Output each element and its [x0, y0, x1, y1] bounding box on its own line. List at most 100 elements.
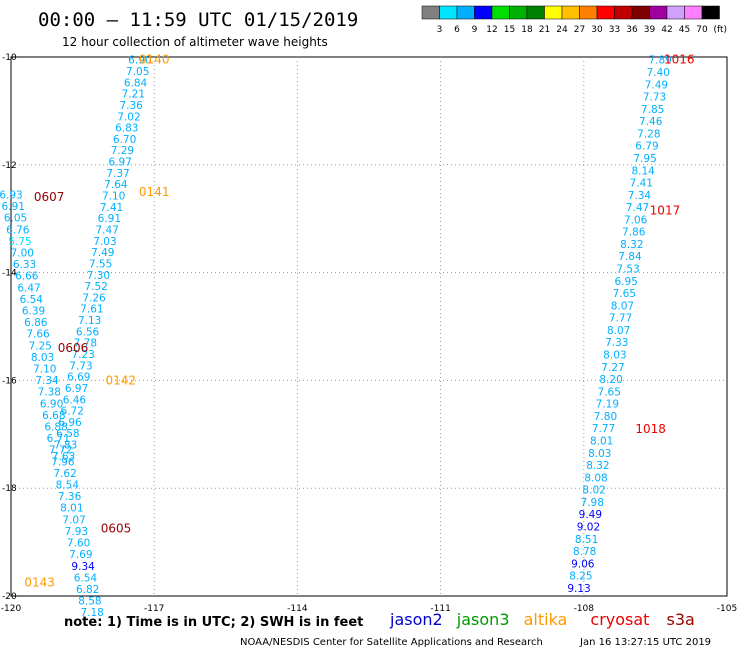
swh-value-label: 7.80 — [594, 411, 617, 423]
x-tick-label: -108 — [574, 604, 595, 614]
swh-value-label: 6.82 — [76, 584, 99, 596]
footer-note: note: 1) Time is in UTC; 2) SWH is in fe… — [64, 615, 363, 630]
swh-value-label: 9.49 — [579, 509, 602, 521]
swh-value-label: 6.97 — [109, 157, 132, 169]
plot-frame — [10, 56, 728, 597]
swh-value-label: 7.60 — [67, 538, 90, 550]
swh-value-label: 8.03 — [603, 350, 626, 362]
swh-value-label: 6.05 — [4, 213, 27, 225]
swh-value-label: 7.49 — [91, 247, 114, 259]
swh-value-label: 6.72 — [61, 406, 84, 418]
swh-value-label: 6.90 — [40, 398, 63, 410]
swh-value-label: 6.68 — [42, 410, 65, 422]
colorbar-legend: 3 6 9 12 15 18 21 24 27 30 33 36 39 42 45 70 (ft) — [421, 5, 727, 35]
colorbar-label: 24 — [556, 25, 568, 35]
swh-value-label: 7.77 — [592, 423, 615, 435]
swh-value-label: 6.88 — [44, 422, 67, 434]
y-tick-label: -16 — [2, 376, 17, 386]
swh-value-label: 7.30 — [87, 270, 110, 282]
swh-value-label: 7.52 — [85, 281, 108, 293]
swh-value-label: 6.79 — [635, 141, 658, 153]
plot-area: -120 -117 -114 -111 -108 -105 -10 -12 -14 -16 -18… — [0, 53, 737, 619]
colorbar-label: 18 — [521, 25, 533, 35]
colorbar-label: 39 — [644, 25, 656, 35]
colorbar-label: 3 — [437, 25, 443, 35]
pass-number-label: 1016 — [664, 53, 695, 67]
chart-title: 00:00 – 11:59 UTC 01/15/2019 — [38, 9, 358, 31]
swh-value-label: 7.84 — [618, 251, 642, 263]
swh-value-label: 7.13 — [78, 315, 101, 327]
swh-value-label: 8.58 — [78, 596, 101, 608]
swh-value-label: 6.46 — [63, 394, 87, 406]
swh-value-label: 9.02 — [577, 521, 600, 533]
y-tick-label: -12 — [2, 161, 17, 171]
swh-value-label: 8.25 — [569, 571, 592, 583]
pass-number-label: 0140 — [139, 53, 170, 67]
swh-value-label: 7.47 — [95, 224, 118, 236]
swh-value-label: 7.29 — [111, 145, 134, 157]
swh-value-label: 6.71 — [47, 433, 70, 445]
swh-value-label: 8.14 — [631, 165, 655, 177]
swh-value-label: 7.47 — [626, 202, 649, 214]
swh-value-label: 7.27 — [601, 362, 624, 374]
colorbar-label: 42 — [661, 25, 672, 35]
colorbar-label: 15 — [504, 25, 515, 35]
swh-value-label: 7.95 — [633, 153, 656, 165]
pass-number-label: 1017 — [650, 204, 681, 218]
pass-number-label: 0142 — [106, 373, 137, 387]
colorbar-swatch — [561, 5, 580, 20]
swh-value-label: 6.97 — [65, 383, 88, 395]
swh-value-label: 6.86 — [24, 317, 48, 329]
colorbar-swatch — [421, 5, 440, 20]
swh-value-label: 8.03 — [31, 352, 54, 364]
swh-value-label: 7.46 — [639, 116, 663, 128]
swh-value-label: 6.96 — [58, 417, 82, 429]
swh-value-label: 7.37 — [106, 168, 129, 180]
swh-value-label: 6.33 — [13, 259, 36, 271]
x-tick-label: -114 — [287, 604, 308, 614]
colorbar-swatch — [649, 5, 668, 20]
pass-number-label: 0607 — [34, 190, 65, 204]
swh-value-label: 6.56 — [76, 326, 100, 338]
swh-value-label: 7.64 — [104, 179, 128, 191]
swh-value-label: 8.32 — [586, 460, 609, 472]
x-tick-labels: -120 -117 -114 -111 -108 -105 — [1, 604, 737, 614]
colorbar-label: 6 — [454, 25, 460, 35]
swh-value-label: 7.62 — [53, 468, 76, 480]
colorbar-swatch — [684, 5, 703, 20]
swh-value-label: 7.66 — [26, 329, 50, 341]
swh-value-label: 7.23 — [71, 349, 94, 361]
swh-value-label: 7.78 — [74, 338, 97, 350]
y-tick-label: -14 — [2, 269, 17, 279]
swh-value-label: 6.90 — [128, 55, 151, 67]
colorbar-swatch — [474, 5, 493, 20]
swh-value-label: 8.20 — [599, 374, 622, 386]
colorbar-swatch — [579, 5, 598, 20]
colorbar-label: 12 — [486, 25, 497, 35]
colorbar-swatch — [439, 5, 458, 20]
swh-value-label: 6.91 — [98, 213, 121, 225]
y-tick-labels: -10 -12 -14 -16 -18 -20 — [2, 53, 17, 602]
swh-value-label: 7.83 — [54, 440, 77, 452]
y-tick-label: -10 — [2, 53, 17, 63]
swh-value-label: 5.75 — [8, 236, 31, 248]
swh-value-label: 7.40 — [647, 67, 670, 79]
colorbar-label: 9 — [472, 25, 478, 35]
swh-value-label: 7.53 — [616, 264, 639, 276]
x-tick-label: -117 — [144, 604, 164, 614]
colorbar-label: 30 — [591, 25, 603, 35]
footer-credit: NOAA/NESDIS Center for Satellite Applica… — [240, 637, 543, 648]
colorbar-swatch — [509, 5, 528, 20]
pass-number-label: 0605 — [101, 522, 132, 536]
satellite-legend-altika: altika — [524, 610, 568, 629]
swh-value-label: 8.08 — [584, 472, 607, 484]
swh-value-label: 8.51 — [575, 534, 598, 546]
swh-value-label: 7.55 — [89, 258, 112, 270]
swh-value-label: 7.03 — [93, 236, 116, 248]
swh-value-label: 7.65 — [598, 386, 621, 398]
swh-value-label: 6.91 — [2, 201, 25, 213]
footer-timestamp: Jan 16 13:27:15 UTC 2019 — [579, 637, 711, 648]
colorbar-swatch — [596, 5, 615, 20]
swh-value-label: 7.10 — [102, 191, 125, 203]
